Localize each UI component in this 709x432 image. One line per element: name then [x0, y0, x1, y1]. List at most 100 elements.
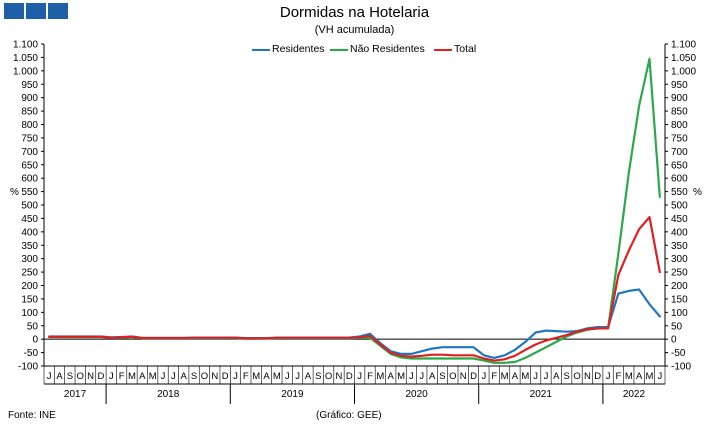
- y-tick-label-right: 50: [671, 321, 683, 332]
- y-tick-label-left: 550: [21, 187, 38, 198]
- y-tick-label-right: 450: [671, 214, 688, 225]
- x-month-label: A: [263, 371, 270, 382]
- y-tick-label-right: 300: [671, 254, 688, 265]
- x-month-label: N: [336, 371, 343, 382]
- y-tick-label-left: 250: [21, 268, 38, 279]
- legend-line-total: [434, 49, 452, 51]
- y-tick-label-left: 750: [21, 133, 38, 144]
- x-month-label: N: [87, 371, 94, 382]
- x-month-label: M: [128, 371, 136, 382]
- x-month-label: M: [625, 371, 633, 382]
- x-month-label: M: [149, 371, 157, 382]
- x-month-label: J: [47, 371, 52, 382]
- chart-subtitle: (VH acumulada): [314, 24, 395, 36]
- series-line-nao-residentes: [48, 57, 661, 364]
- x-month-label: F: [367, 371, 373, 382]
- y-tick-label-right: 100: [671, 308, 688, 319]
- y-tick-label-right: 250: [671, 268, 688, 279]
- x-month-label: M: [252, 371, 260, 382]
- x-month-label: S: [315, 371, 321, 382]
- x-month-label: M: [376, 371, 384, 382]
- legend-label-nao-residentes: Não Residentes: [350, 43, 425, 55]
- x-month-label: O: [201, 371, 208, 382]
- y-tick-label-left: 850: [21, 107, 38, 118]
- series-line-total: [48, 216, 661, 362]
- x-month-label: O: [77, 371, 84, 382]
- y-tick-label-left: 1.000: [13, 66, 38, 77]
- y-tick-label-right: 750: [671, 133, 688, 144]
- x-month-label: O: [325, 371, 332, 382]
- logo-block-1: [4, 3, 24, 19]
- y-tick-label-right: 150: [671, 294, 688, 305]
- y-tick-label-left: -100: [18, 362, 38, 373]
- x-month-label: J: [606, 371, 611, 382]
- y-tick-label-right: -100: [671, 362, 691, 373]
- x-month-label: N: [460, 371, 467, 382]
- x-month-label: J: [171, 371, 176, 382]
- x-month-label: O: [449, 371, 456, 382]
- x-month-label: J: [544, 371, 549, 382]
- y-tick-label-right: 200: [671, 281, 688, 292]
- y-tick-label-right: 0: [671, 335, 677, 346]
- y-tick-label-right: 350: [671, 241, 688, 252]
- x-year-label: 2020: [405, 389, 428, 400]
- y-tick-label-left: 0: [32, 335, 38, 346]
- x-month-label: J: [161, 371, 166, 382]
- legend-label-residentes: Residentes: [272, 43, 325, 55]
- y-tick-label-left: 450: [21, 214, 38, 225]
- x-month-label: A: [139, 371, 146, 382]
- y-tick-label-right: 1.100: [671, 40, 696, 51]
- y-tick-label-left: 950: [21, 80, 38, 91]
- x-month-label: F: [119, 371, 125, 382]
- y-tick-label-right: 850: [671, 107, 688, 118]
- y-tick-label-right: 700: [671, 147, 688, 158]
- x-year-label: 2018: [157, 389, 180, 400]
- series-line-residentes: [48, 288, 661, 359]
- y-tick-label-right: 1.000: [671, 66, 696, 77]
- credit-note: (Gráfico: GEE): [316, 410, 382, 421]
- y-tick-label-right: 950: [671, 80, 688, 91]
- y-tick-label-left: 700: [21, 147, 38, 158]
- y-tick-label-right: 1.050: [671, 53, 696, 64]
- legend-line-nao-residentes: [330, 49, 348, 51]
- legend-label-total: Total: [454, 43, 477, 55]
- logo-block-2: [26, 3, 46, 19]
- x-month-label: M: [273, 371, 281, 382]
- x-month-label: D: [346, 371, 353, 382]
- x-month-label: A: [181, 371, 188, 382]
- x-month-label: A: [553, 371, 560, 382]
- legend-line-residentes: [252, 49, 270, 51]
- y-tick-label-left: 1.100: [13, 40, 38, 51]
- x-month-label: S: [564, 371, 570, 382]
- x-year-label: 2017: [64, 389, 87, 400]
- x-month-label: M: [646, 371, 654, 382]
- x-month-label: O: [573, 371, 580, 382]
- x-month-label: J: [233, 371, 238, 382]
- x-month-label: N: [211, 371, 218, 382]
- x-month-label: D: [222, 371, 229, 382]
- y-tick-label-left: 600: [21, 174, 38, 185]
- x-year-label: 2021: [530, 389, 553, 400]
- y-tick-label-left: 150: [21, 294, 38, 305]
- x-month-label: M: [521, 371, 529, 382]
- x-month-label: J: [482, 371, 487, 382]
- y-tick-label-left: 500: [21, 201, 38, 212]
- y-tick-label-left: 50: [27, 321, 39, 332]
- y-tick-label-left: 1.050: [13, 53, 38, 64]
- x-month-label: M: [397, 371, 405, 382]
- x-month-label: D: [470, 371, 477, 382]
- x-month-label: A: [56, 371, 63, 382]
- x-month-label: J: [657, 371, 662, 382]
- y-tick-label-right: 600: [671, 174, 688, 185]
- x-year-label: 2022: [623, 389, 646, 400]
- x-month-label: J: [285, 371, 290, 382]
- x-month-label: D: [97, 371, 104, 382]
- y-tick-label-right: 500: [671, 201, 688, 212]
- y-tick-label-left: 900: [21, 93, 38, 104]
- x-month-label: F: [616, 371, 622, 382]
- y-tick-label-right: 400: [671, 227, 688, 238]
- y-tick-label-left: 350: [21, 241, 38, 252]
- x-month-label: A: [512, 371, 519, 382]
- x-month-label: S: [439, 371, 445, 382]
